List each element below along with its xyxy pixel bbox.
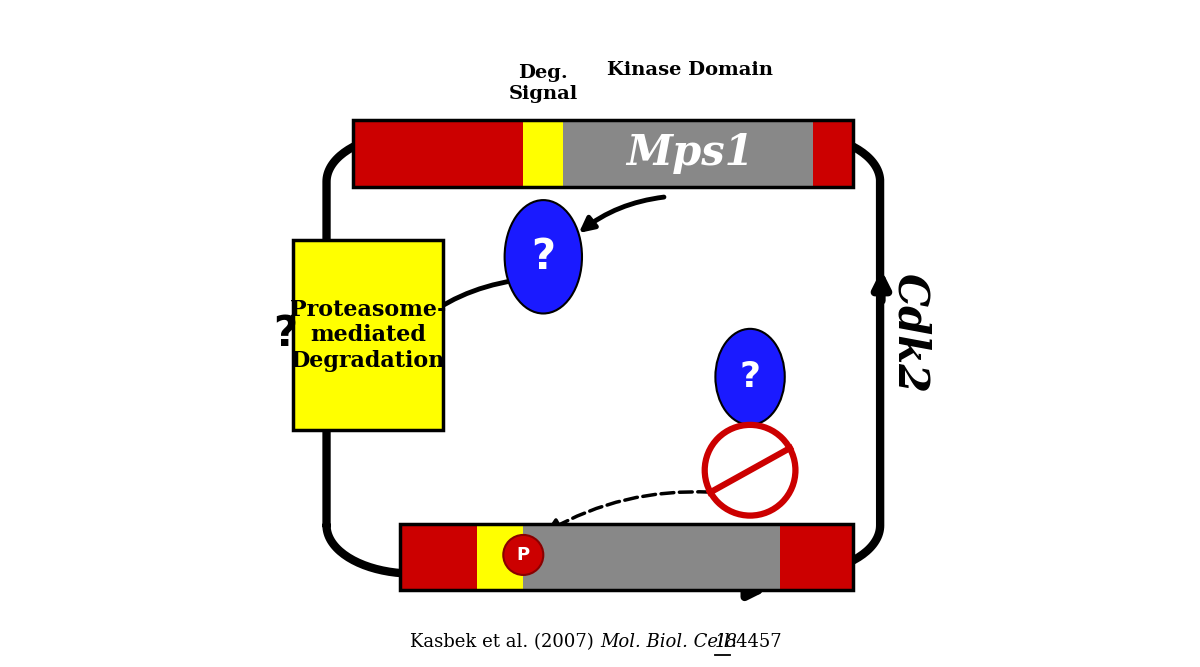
Bar	[476, 524, 523, 590]
Bar	[353, 120, 853, 187]
Text: Cdk2: Cdk2	[889, 273, 931, 394]
Text: Proteasome-
mediated
Degradation: Proteasome- mediated Degradation	[290, 299, 446, 372]
Text: P: P	[517, 546, 530, 564]
Text: Mps1: Mps1	[626, 133, 754, 174]
Text: ?: ?	[739, 360, 761, 394]
Bar	[353, 120, 523, 187]
Text: Mol. Biol. Cell: Mol. Biol. Cell	[600, 633, 736, 650]
Bar	[523, 120, 563, 187]
Text: Kasbek et al. (2007): Kasbek et al. (2007)	[410, 633, 600, 650]
Circle shape	[704, 425, 796, 516]
Bar	[563, 120, 814, 187]
Text: ?: ?	[274, 313, 298, 354]
Text: 18: 18	[715, 633, 738, 650]
Bar	[814, 120, 853, 187]
Ellipse shape	[505, 200, 582, 313]
Circle shape	[503, 535, 544, 575]
Text: Deg.
Signal: Deg. Signal	[509, 64, 578, 103]
Bar	[293, 240, 443, 430]
Bar	[523, 524, 780, 590]
Bar	[780, 524, 853, 590]
Text: :4457: :4457	[730, 633, 781, 650]
Text: Kinase Domain: Kinase Domain	[607, 61, 773, 79]
Bar	[400, 524, 476, 590]
Bar	[400, 524, 853, 590]
Ellipse shape	[715, 329, 785, 425]
Text: ?: ?	[532, 236, 556, 277]
